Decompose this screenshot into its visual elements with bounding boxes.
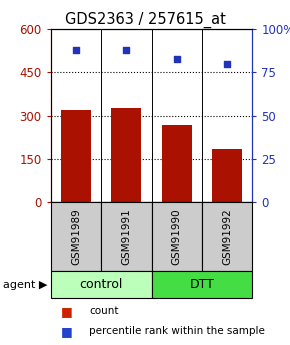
Bar bbox=[51, 202, 101, 271]
Text: count: count bbox=[89, 306, 119, 316]
Text: GSM91992: GSM91992 bbox=[222, 208, 232, 265]
Text: GSM91989: GSM91989 bbox=[71, 208, 81, 265]
Point bbox=[74, 47, 78, 53]
Bar bbox=[152, 271, 252, 298]
Bar bbox=[202, 202, 252, 271]
Bar bbox=[101, 202, 152, 271]
Text: GSM91991: GSM91991 bbox=[121, 208, 131, 265]
Bar bbox=[61, 110, 91, 202]
Bar bbox=[51, 271, 152, 298]
Text: percentile rank within the sample: percentile rank within the sample bbox=[89, 326, 265, 336]
Point bbox=[174, 56, 179, 61]
Bar bbox=[111, 108, 142, 202]
Text: ■: ■ bbox=[61, 325, 72, 338]
Text: GDS2363 / 257615_at: GDS2363 / 257615_at bbox=[65, 12, 225, 28]
Point bbox=[225, 61, 229, 67]
Point bbox=[124, 47, 129, 53]
Text: ■: ■ bbox=[61, 305, 72, 318]
Bar bbox=[162, 125, 192, 202]
Bar bbox=[152, 202, 202, 271]
Text: agent ▶: agent ▶ bbox=[3, 280, 47, 289]
Text: control: control bbox=[79, 278, 123, 291]
Text: GSM91990: GSM91990 bbox=[172, 208, 182, 265]
Bar bbox=[212, 149, 242, 202]
Text: DTT: DTT bbox=[189, 278, 214, 291]
